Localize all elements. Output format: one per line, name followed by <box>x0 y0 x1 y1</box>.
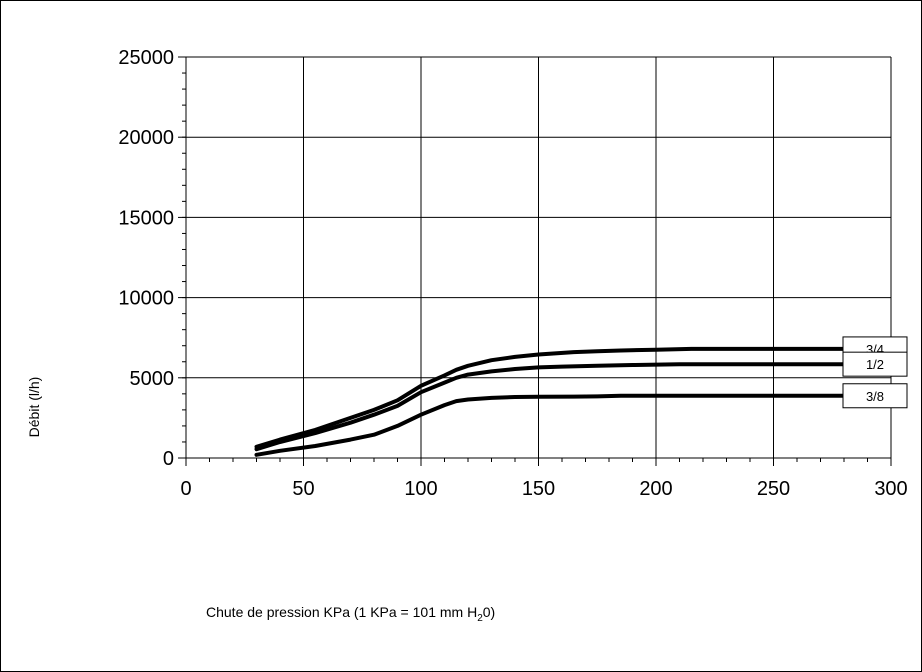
y-axis-title: Débit (l/h) <box>26 377 42 438</box>
x-axis-title-main: Chute de pression KPa (1 KPa = 101 mm H <box>206 604 477 620</box>
minor-ticks <box>178 56 892 466</box>
x-tick-label: 50 <box>292 478 314 500</box>
series-label-box <box>842 383 908 409</box>
x-axis-title: Chute de pression KPa (1 KPa = 101 mm H2… <box>206 604 495 624</box>
gridlines <box>186 56 892 458</box>
series-label: 3/8 <box>866 389 884 404</box>
y-tick-label: 15000 <box>118 207 174 229</box>
y-tick-label: 25000 <box>118 47 174 69</box>
y-tick-label: 0 <box>163 448 174 470</box>
x-tick-label: 300 <box>874 478 907 500</box>
x-tick-label: 100 <box>404 478 437 500</box>
axes <box>185 57 891 459</box>
series-line <box>254 346 846 449</box>
tick-labels: 0 5000 10000 15000 20000 25000 0 50 100 150 200 250… <box>118 47 907 500</box>
series-line <box>254 362 846 452</box>
y-tick-label: 5000 <box>130 368 175 390</box>
x-tick-label: 0 <box>180 478 191 500</box>
x-tick-label: 150 <box>522 478 555 500</box>
x-tick-label: 200 <box>639 478 672 500</box>
x-tick-label: 250 <box>757 478 790 500</box>
x-axis-title-end: 0) <box>483 604 495 620</box>
x-axis-title-subscript: 2 <box>477 613 483 624</box>
legend: 3/41/23/8 <box>842 336 908 409</box>
series-label-box <box>842 351 908 377</box>
y-tick-label: 10000 <box>118 288 174 310</box>
y-tick-label: 20000 <box>118 127 174 149</box>
series-label: 1/2 <box>866 357 884 372</box>
series-lines <box>254 346 846 457</box>
series-line <box>254 393 846 457</box>
